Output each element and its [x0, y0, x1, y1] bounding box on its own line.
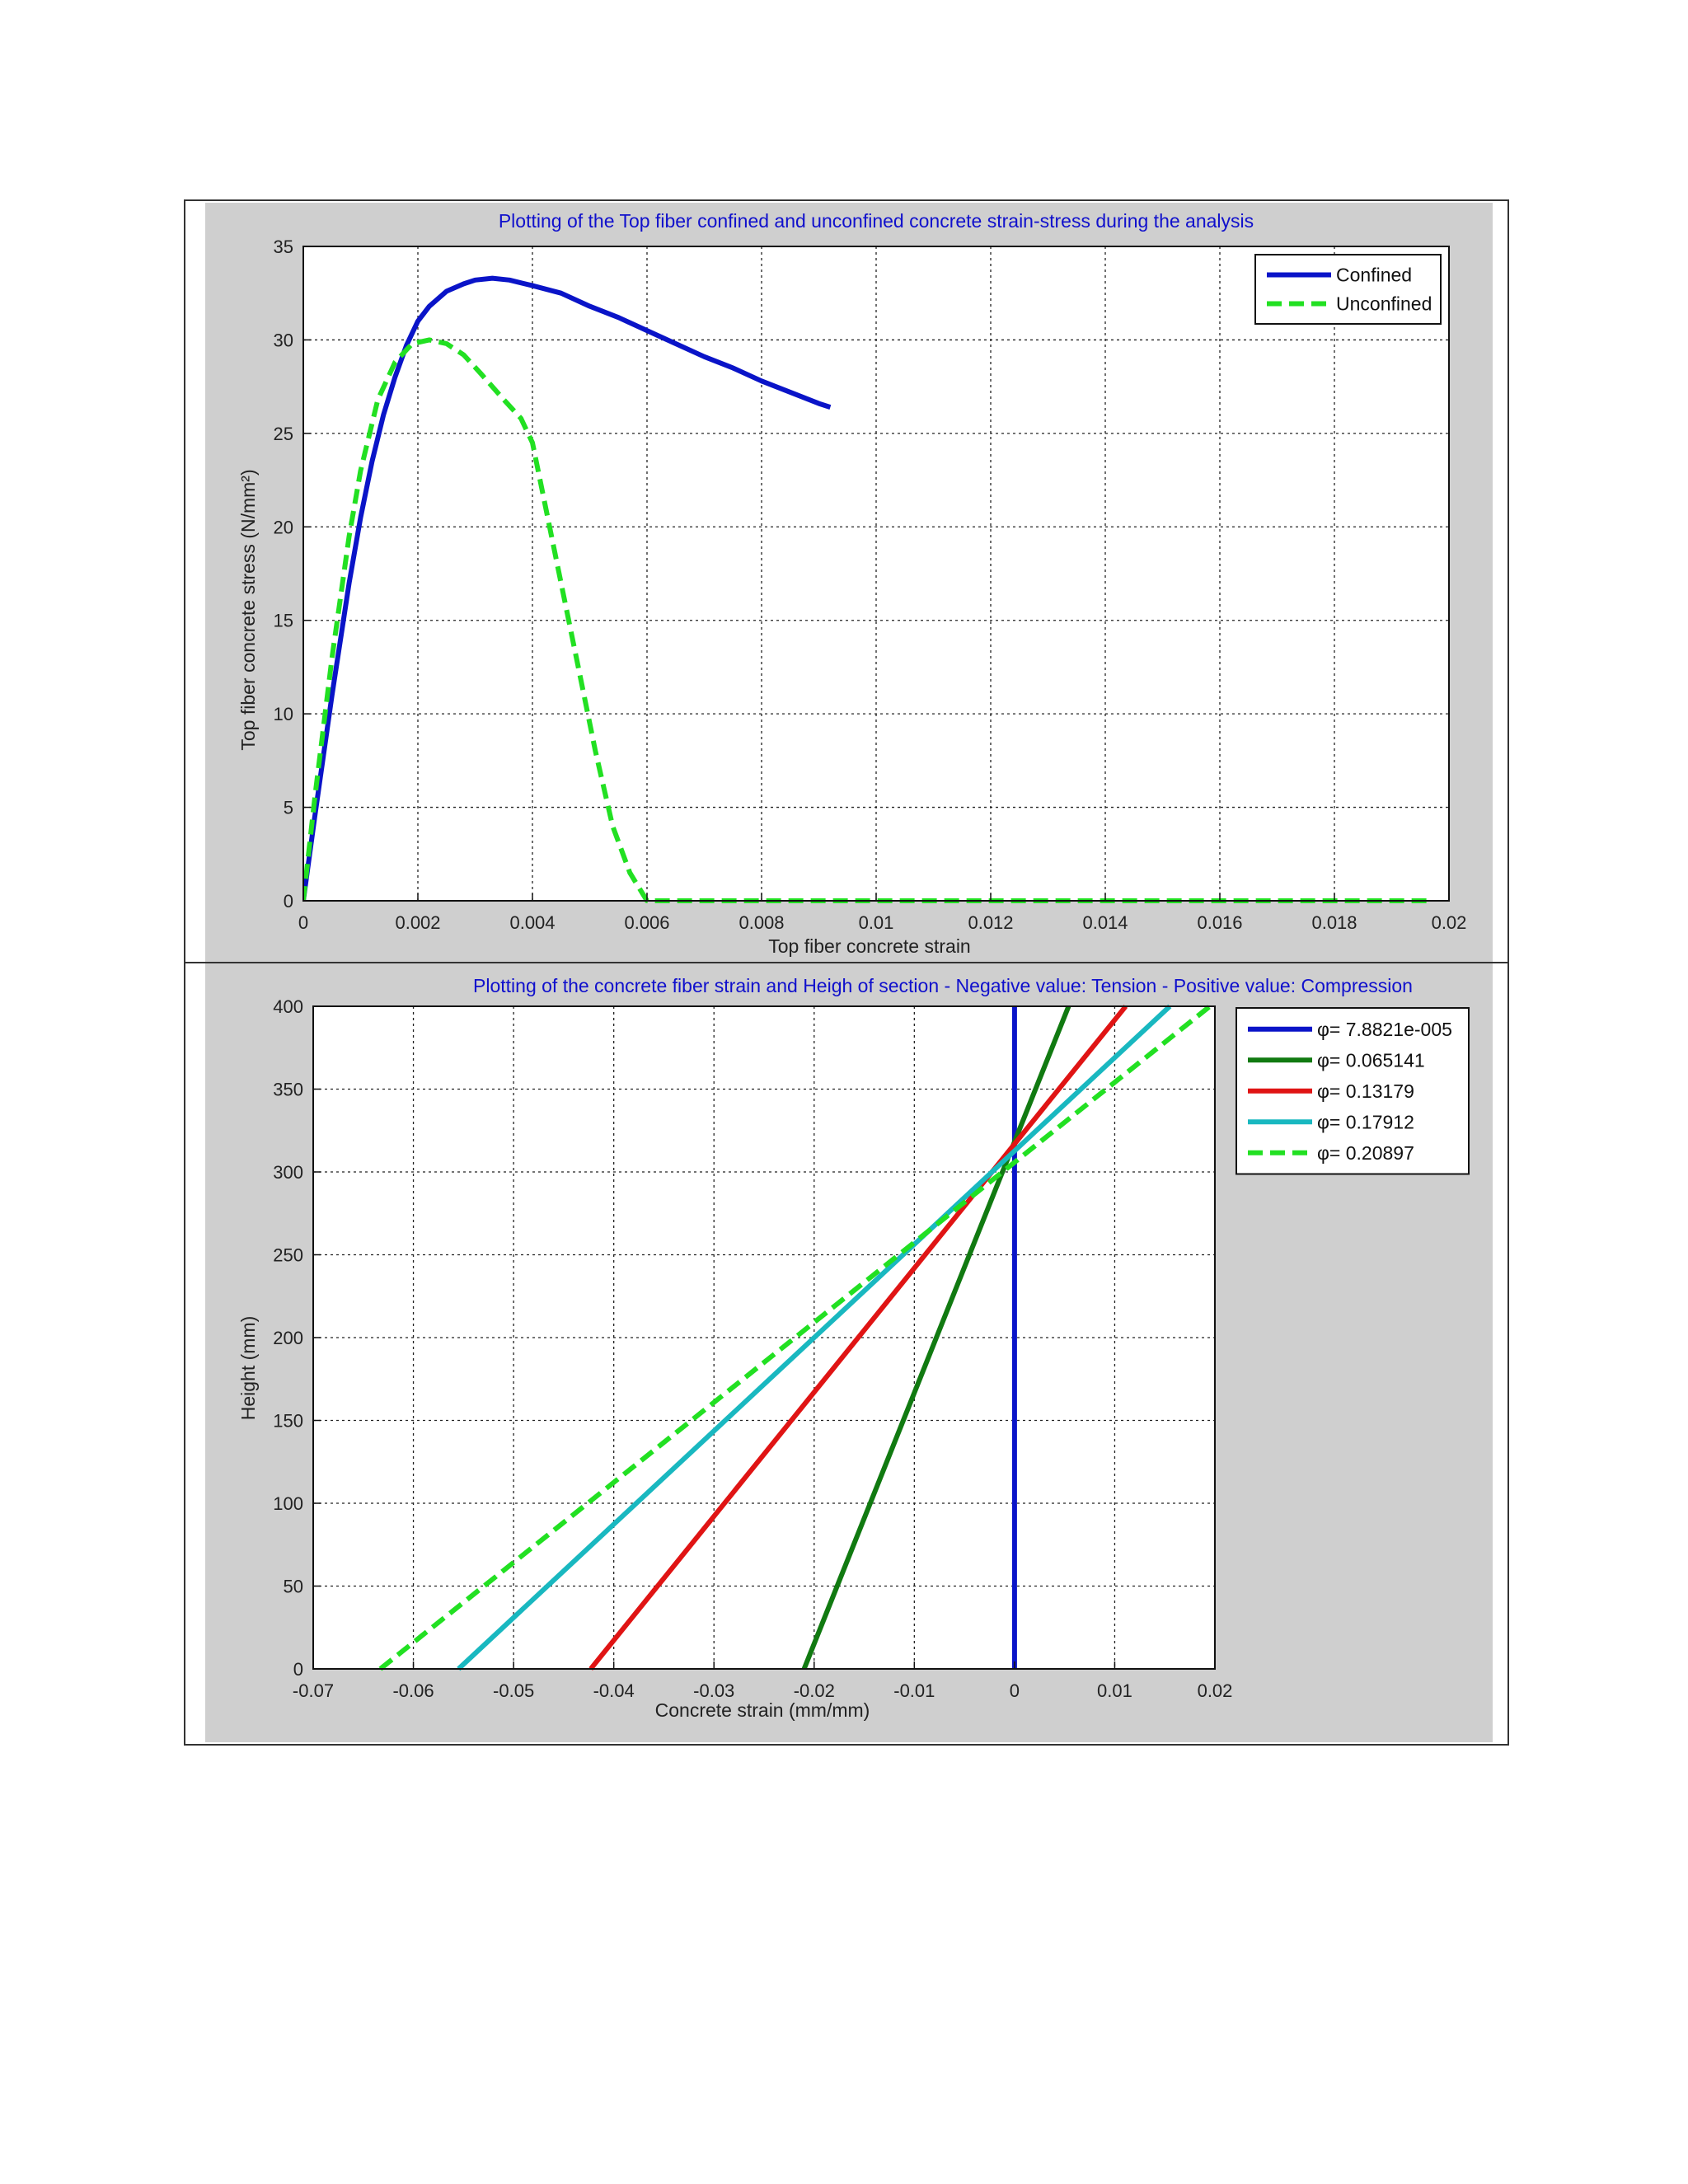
legend-label: φ= 0.17912 [1317, 1111, 1414, 1132]
legend-label: Unconfined [1336, 293, 1432, 315]
x-tick-label: -0.04 [593, 1680, 635, 1701]
series-line [801, 1005, 1071, 1671]
x-tick-label: -0.03 [693, 1680, 734, 1701]
y-tick-label: 30 [274, 330, 293, 350]
legend-box [1254, 254, 1442, 325]
y-tick-label: 50 [284, 1577, 303, 1597]
y-tick-label: 200 [273, 1328, 303, 1348]
y-tick-label: 25 [274, 424, 293, 444]
legend-label: φ= 0.20897 [1317, 1142, 1414, 1164]
x-tick-label: -0.07 [293, 1680, 334, 1701]
x-tick-label: 0.008 [738, 912, 784, 933]
y-tick-label: 20 [274, 517, 293, 537]
x-tick-label: -0.01 [893, 1680, 935, 1701]
y-tick-label: 300 [273, 1162, 303, 1183]
y-tick-label: 150 [273, 1411, 303, 1432]
chart-title: Plotting of the concrete fiber strain an… [473, 975, 1413, 996]
legend-label: φ= 0.065141 [1317, 1049, 1425, 1071]
x-tick-label: 0.018 [1311, 912, 1357, 933]
chart-bottom-strain-height: Plotting of the concrete fiber strain an… [237, 975, 1470, 1721]
legend-label: Confined [1336, 265, 1412, 286]
y-tick-label: 100 [273, 1493, 303, 1514]
legend: Confined Unconfined [1254, 254, 1442, 325]
x-tick-label: 0.012 [968, 912, 1013, 933]
plots-canvas: Plotting of the Top fiber confined and u… [185, 203, 1507, 1742]
chart-top-stress-strain: Plotting of the Top fiber confined and u… [237, 210, 1466, 957]
x-tick-label: -0.02 [794, 1680, 835, 1701]
legend: φ= 7.8821e-005 φ= 0.065141 φ= 0.13179 φ= 0.… [1236, 1007, 1470, 1175]
x-tick-label: 0.006 [624, 912, 669, 933]
figure-frame: Plotting of the Top fiber confined and u… [184, 199, 1509, 1746]
chart-title: Plotting of the Top fiber confined and u… [499, 210, 1254, 232]
series-line [457, 1004, 1172, 1671]
y-tick-label: 400 [273, 996, 303, 1017]
y-axis-label: Top fiber concrete stress (N/mm²) [237, 469, 259, 750]
legend-label: φ= 0.13179 [1317, 1080, 1414, 1102]
series-line [303, 275, 832, 902]
x-tick-label: 0.02 [1432, 912, 1467, 933]
x-tick-label: 0 [298, 912, 308, 933]
plot-area [303, 246, 1449, 901]
y-axis-label: Height (mm) [237, 1316, 259, 1421]
y-tick-label: 350 [273, 1080, 303, 1100]
x-tick-label: 0.01 [1097, 1680, 1132, 1701]
x-tick-label: 0.002 [395, 912, 440, 933]
y-tick-label: 250 [273, 1245, 303, 1266]
series-line [588, 1005, 1128, 1671]
y-tick-label: 5 [284, 798, 293, 818]
x-axis-label: Concrete strain (mm/mm) [655, 1699, 870, 1721]
x-tick-label: 0 [1010, 1680, 1020, 1701]
x-tick-label: -0.05 [493, 1680, 534, 1701]
y-tick-label: 10 [274, 704, 293, 724]
y-tick-label: 15 [274, 611, 293, 631]
x-tick-label: 0.004 [509, 912, 555, 933]
x-tick-label: 0.014 [1082, 912, 1128, 933]
x-tick-label: -0.06 [392, 1680, 434, 1701]
legend-label: φ= 7.8821e-005 [1317, 1019, 1452, 1040]
x-tick-label: 0.01 [859, 912, 894, 933]
y-tick-label: 0 [284, 891, 293, 912]
x-tick-label: 0.016 [1197, 912, 1242, 933]
x-tick-label: 0.02 [1198, 1680, 1233, 1701]
y-tick-label: 0 [293, 1659, 303, 1680]
x-axis-label: Top fiber concrete strain [768, 935, 970, 957]
y-tick-label: 35 [274, 237, 293, 257]
